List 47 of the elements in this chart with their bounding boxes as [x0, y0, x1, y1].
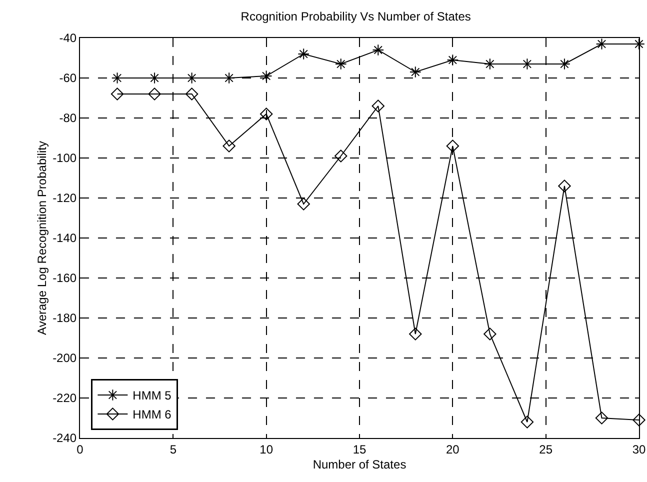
point [372, 44, 384, 56]
point [222, 140, 236, 152]
x-tick-label: 0 [76, 442, 84, 456]
y-tick-label: -60 [59, 71, 77, 86]
y-tick-label: -220 [52, 391, 77, 406]
point [297, 198, 310, 210]
point [632, 414, 646, 426]
y-tick-label: -40 [59, 31, 77, 46]
y-tick-label: -100 [52, 151, 77, 166]
x-tick-label: 5 [170, 442, 177, 456]
x-tick-label: 20 [446, 442, 460, 456]
point [148, 88, 161, 100]
x-axis-title: Number of States [312, 457, 406, 472]
x-tick-label: 15 [352, 442, 366, 456]
y-tick-label: -200 [52, 351, 77, 366]
x-tick-label: 30 [632, 442, 646, 456]
point [334, 58, 347, 70]
y-tick-label: -140 [52, 231, 77, 246]
point [409, 328, 422, 340]
chart-title: Rcognition Probability Vs Number of States [240, 9, 471, 24]
point [260, 70, 272, 82]
point [410, 66, 422, 78]
point [446, 140, 460, 152]
y-axis-title: Average Log Recognition Probability [35, 141, 49, 335]
point [110, 88, 124, 100]
legend-label: HMM 6 [132, 408, 172, 422]
y-tick-label: -120 [52, 191, 77, 206]
y-tick-label: -80 [59, 111, 77, 126]
legend-label: HMM 5 [132, 388, 172, 403]
point [633, 38, 645, 50]
point [484, 328, 496, 340]
point [334, 150, 348, 162]
x-tick-label: 10 [260, 442, 274, 456]
point [520, 416, 534, 428]
point [260, 108, 273, 120]
point [558, 180, 571, 192]
y-tick-label: -240 [52, 431, 77, 446]
point [372, 100, 384, 112]
y-tick-label: -180 [52, 311, 77, 326]
point [298, 48, 310, 60]
y-tick-label: -160 [52, 271, 77, 286]
point [185, 88, 198, 100]
point [446, 54, 459, 66]
point [148, 72, 160, 84]
point [595, 412, 608, 424]
point [558, 58, 570, 70]
x-tick-label: 25 [539, 442, 553, 456]
